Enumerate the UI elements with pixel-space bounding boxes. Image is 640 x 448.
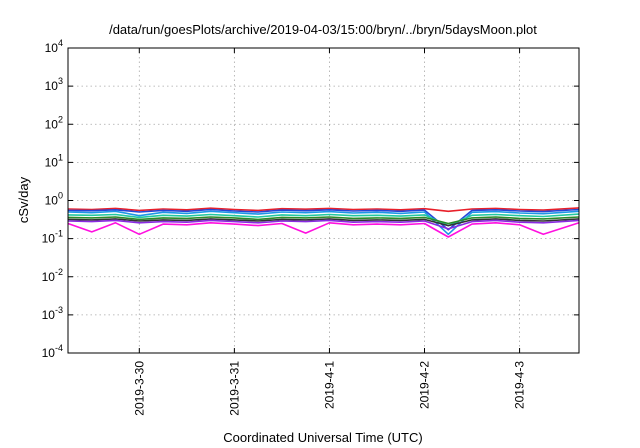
y-tick-label: 104 xyxy=(45,38,63,55)
y-tick-label: 10-4 xyxy=(42,343,63,360)
y-tick-label: 102 xyxy=(45,114,63,131)
x-tick-label: 2019-4-1 xyxy=(322,361,336,409)
y-tick-label: 10-2 xyxy=(42,267,63,284)
x-axis: 2019-3-30 2019-3-31 2019-4-1 2019-4-2 2019-4… xyxy=(132,48,527,416)
chart-title: /data/run/goesPlots/archive/2019-04-03/1… xyxy=(109,22,537,37)
x-tick-label: 2019-3-30 xyxy=(132,361,146,416)
x-tick-label: 2019-4-3 xyxy=(513,361,527,409)
series-line-6 xyxy=(67,218,580,227)
series-layer xyxy=(67,207,580,238)
x-axis-label: Coordinated Universal Time (UTC) xyxy=(223,430,422,445)
y-tick-label: 10-1 xyxy=(42,229,63,246)
series-line-8 xyxy=(67,222,580,238)
y-tick-label: 103 xyxy=(45,76,63,93)
series-line-4 xyxy=(67,213,580,227)
grid xyxy=(68,48,579,353)
x-tick-label: 2019-4-2 xyxy=(418,361,432,409)
x-tick-label: 2019-3-31 xyxy=(227,361,241,416)
series-line-7 xyxy=(67,219,580,230)
series-line-5 xyxy=(67,216,580,225)
series-line-2 xyxy=(67,208,580,231)
y-tick-label: 10-3 xyxy=(42,305,63,322)
series-line-1 xyxy=(67,207,580,213)
y-tick-label: 101 xyxy=(45,152,63,169)
y-tick-label: 100 xyxy=(45,191,63,208)
y-axis: 10-4 10-3 10-2 10-1 100 101 102 103 104 xyxy=(42,38,579,360)
series-line-3 xyxy=(67,210,580,236)
y-axis-label: cSv/day xyxy=(16,176,31,223)
